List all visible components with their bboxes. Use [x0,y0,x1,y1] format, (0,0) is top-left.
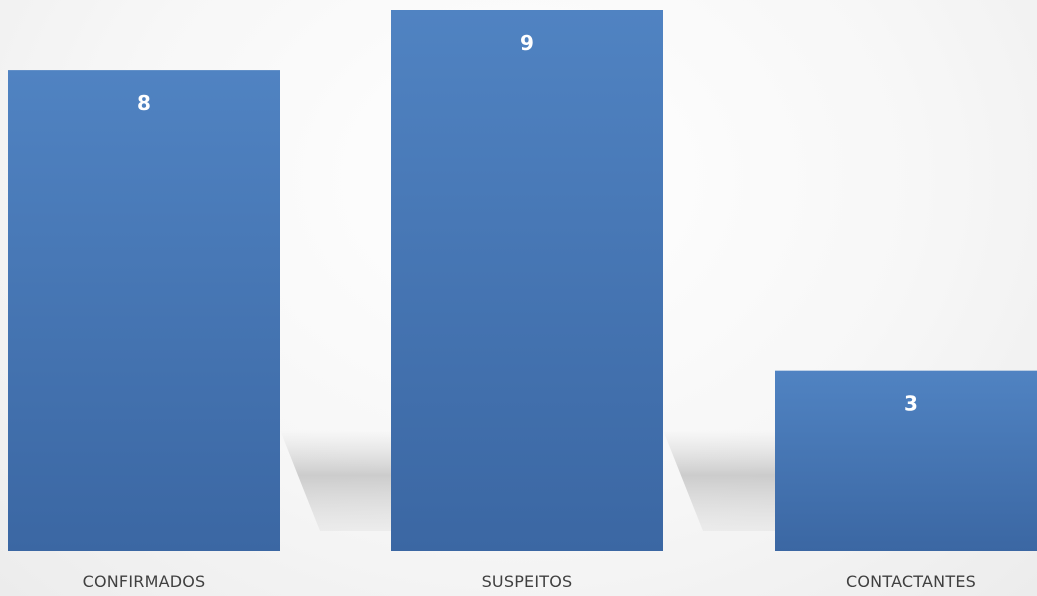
data-label-confirmados: 8 [137,91,151,115]
data-labels-group: 8 9 3 [137,31,918,416]
category-label-confirmados: CONFIRMADOS [83,572,206,591]
bar-contactantes [775,370,1037,551]
category-label-contactantes: CONTACTANTES [846,572,976,591]
category-labels-group: CONFIRMADOS SUSPEITOS CONTACTANTES [83,572,976,591]
bar-shadow [280,430,391,531]
bar-suspeitos [391,10,663,551]
bars-group [8,10,1037,551]
bar-shadows [280,430,775,531]
data-label-suspeitos: 9 [520,31,534,55]
category-label-suspeitos: SUSPEITOS [482,572,573,591]
bar-confirmados [8,70,280,551]
data-label-contactantes: 3 [904,392,918,416]
bar-shadow [663,430,775,531]
